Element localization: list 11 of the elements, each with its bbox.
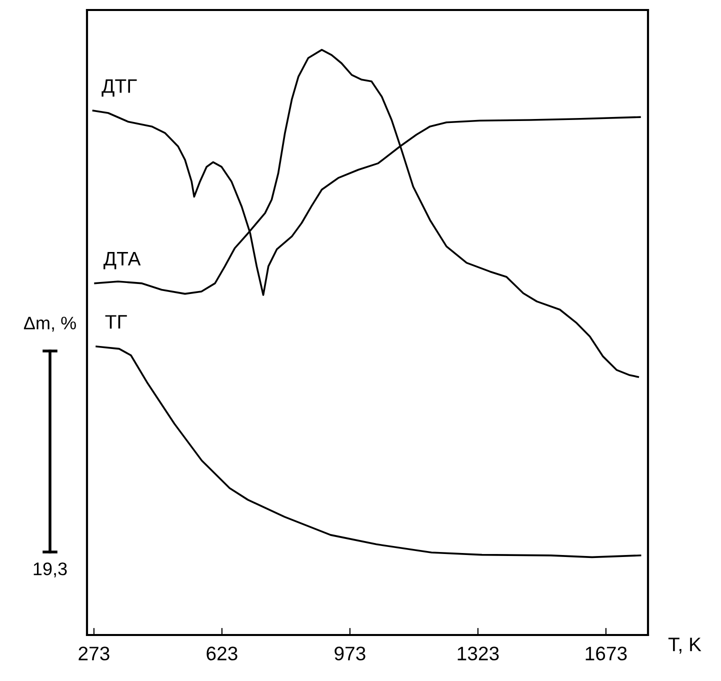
text: Δm, % [24, 316, 76, 332]
series-label: ТГ [105, 315, 127, 329]
x-axis-title: T, K [668, 638, 702, 654]
x-tick-label: 973 [334, 646, 366, 660]
text: 19,3 [34, 562, 67, 578]
x-tick-label: 1323 [458, 646, 499, 660]
x-tick-label: 273 [78, 646, 110, 660]
series-label: ДТГ [102, 79, 137, 97]
series-label: ДТА [104, 252, 141, 270]
x-tick-label: 623 [206, 646, 238, 660]
x-tick-label: 1673 [586, 646, 627, 660]
